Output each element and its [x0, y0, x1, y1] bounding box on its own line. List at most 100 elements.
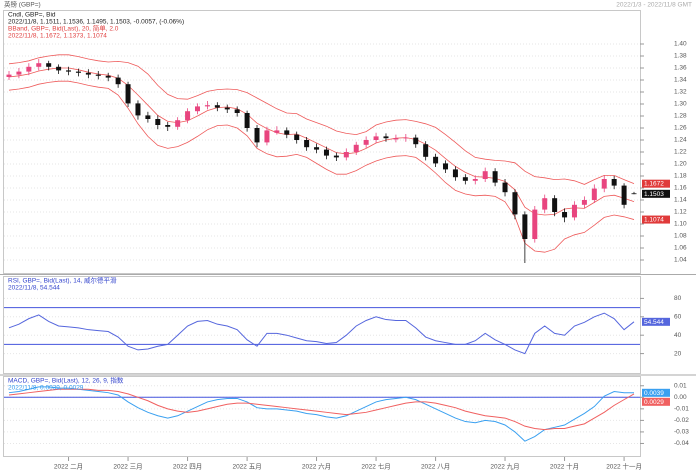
y-tick-label: 1.32: [674, 89, 687, 96]
candle-body: [36, 63, 42, 67]
y-tick-label: 1.40: [674, 41, 687, 48]
candle-body: [194, 106, 200, 112]
x-tick-label: 2022 八月: [421, 463, 450, 471]
candle-body: [611, 179, 617, 186]
y-tick-label: 1.22: [674, 149, 687, 156]
value-badge: [642, 189, 670, 198]
candle-body: [323, 149, 329, 156]
value-badge: [642, 397, 670, 406]
candle-body: [621, 185, 627, 205]
y-tick-label: -0.01: [674, 406, 689, 413]
indicator-line: [8, 312, 635, 355]
legend-text: MACD, GBP=, Bid(Last), 12, 26, 9, 指数: [8, 376, 124, 385]
x-tick-label: 2022 九月: [490, 462, 519, 471]
candle-body: [66, 70, 72, 72]
candle-body: [552, 198, 558, 212]
value-badge-label: 54.544: [644, 319, 664, 326]
candle-body: [363, 140, 369, 145]
legend-text: BBand, GBP=, Bid(Last), 20, 简单, 2.0: [8, 24, 119, 33]
y-tick-label: 1.38: [674, 53, 687, 60]
y-tick-label: 1.24: [674, 137, 687, 144]
candle-body: [204, 105, 210, 107]
candle-body: [462, 177, 468, 181]
x-tick-label: 2022 六月: [302, 462, 331, 471]
candle-body: [75, 71, 81, 73]
x-tick-label: 2022 五月: [232, 463, 261, 471]
candle-body: [433, 156, 439, 164]
bollinger-middle: [8, 67, 635, 216]
candle-body: [294, 134, 300, 140]
candle-body: [6, 74, 12, 77]
candle-body: [135, 103, 141, 116]
legend-text: 2022/11/8, 1.1511, 1.1536, 1.1495, 1.150…: [8, 19, 184, 26]
candle-body: [16, 71, 22, 75]
value-badge: [642, 179, 670, 188]
candle-body: [46, 63, 52, 67]
candle-body: [443, 163, 449, 170]
candle-body: [532, 209, 538, 239]
candle-body: [373, 136, 379, 140]
candle-body: [522, 214, 528, 239]
candle-body: [413, 137, 419, 145]
candle-body: [393, 138, 399, 140]
y-tick-label: 60: [674, 314, 682, 321]
candle-body: [85, 72, 91, 75]
y-tick-label: 1.34: [674, 77, 687, 84]
x-tick-label: 2022 十月: [550, 462, 579, 471]
candle-body: [304, 140, 310, 148]
y-tick-label: -0.02: [674, 417, 689, 424]
candle-body: [244, 113, 250, 128]
candle-body: [125, 84, 131, 104]
candle-body: [383, 136, 389, 139]
candle-body: [115, 77, 121, 85]
x-tick-label: 2022 三月: [113, 463, 142, 471]
candle-body: [562, 212, 568, 218]
y-tick-label: 1.10: [674, 221, 687, 228]
candle-body: [353, 144, 359, 152]
candle-body: [254, 128, 260, 143]
candle-body: [175, 120, 181, 127]
value-badge-label: 1.1503: [644, 191, 664, 198]
candle-body: [591, 188, 597, 200]
candle-body: [214, 105, 220, 108]
candle-body: [56, 66, 62, 71]
candle-body: [423, 144, 429, 157]
candle-body: [571, 204, 577, 218]
bollinger-lower: [8, 80, 635, 253]
candle-body: [452, 169, 458, 178]
macd-panel: [3, 376, 641, 457]
candle-body: [284, 130, 290, 135]
y-tick-label: -0.04: [674, 440, 689, 447]
candle-body: [542, 198, 548, 210]
value-badge: [642, 388, 670, 397]
candle-body: [185, 111, 191, 121]
candle-body: [165, 125, 171, 127]
indicator-line: [8, 388, 635, 431]
candle-body: [482, 171, 488, 179]
y-tick-label: 0.01: [674, 382, 687, 389]
y-tick-label: 80: [674, 295, 682, 302]
date-range: 2022/1/3 - 2022/11/8 GMT: [616, 2, 692, 9]
value-badge: [642, 317, 670, 326]
candle-body: [403, 137, 409, 139]
candle-body: [631, 193, 637, 195]
x-tick-label: 2022 七月: [361, 462, 390, 471]
y-tick-label: 1.06: [674, 245, 687, 252]
value-badge: [642, 215, 670, 224]
legend-text: RSI, GBP=, Bid(Last), 14, 威尔德平滑: [8, 276, 117, 285]
candle-body: [512, 192, 518, 215]
y-tick-label: 0.00: [674, 394, 687, 401]
x-tick-label: 2022 十一月: [606, 462, 642, 471]
rsi-panel: [3, 276, 641, 374]
candle-body: [155, 119, 161, 125]
candle-body: [581, 200, 587, 205]
indicator-line: [8, 386, 635, 442]
y-tick-label: 1.18: [674, 173, 687, 180]
y-tick-label: 1.14: [674, 197, 687, 204]
candle-body: [145, 115, 151, 119]
candle-body: [492, 171, 498, 183]
legend-text: 2022/11/8, 0.0039, 0.0029: [8, 385, 84, 392]
y-tick-label: 1.20: [674, 161, 687, 168]
candle-body: [224, 107, 230, 110]
